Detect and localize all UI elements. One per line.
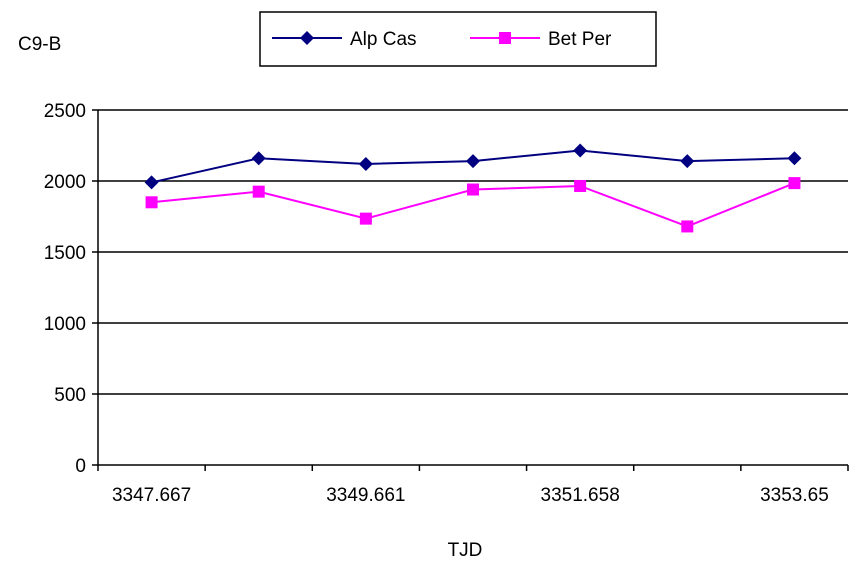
series-bet-per <box>145 177 801 233</box>
y-tick-label: 2000 <box>44 172 86 193</box>
legend-marker-bet-per <box>499 32 511 44</box>
y-tick-label: 2500 <box>44 101 86 122</box>
legend: Alp Cas Bet Per <box>259 11 657 67</box>
data-point-bet-per <box>681 220 694 233</box>
data-point-alp-cas <box>251 151 266 166</box>
data-point-bet-per <box>574 179 587 192</box>
data-point-bet-per <box>252 185 265 198</box>
x-tick-label: 3353.65 <box>760 485 829 506</box>
data-point-alp-cas <box>573 143 588 158</box>
y-tick-label: 1000 <box>44 314 86 335</box>
legend-label-bet-per: Bet Per <box>548 29 612 50</box>
chart-title: C9-B <box>18 34 61 55</box>
legend-label-alp-cas: Alp Cas <box>350 29 417 50</box>
legend-entry-bet-per: Bet Per <box>470 29 612 50</box>
series-alp-cas <box>144 143 802 190</box>
data-point-alp-cas <box>358 156 373 171</box>
x-tick-label: 3349.661 <box>326 485 405 506</box>
axes: 0 500 1000 1500 2000 2500 3347.667 3349.661 3351… <box>44 101 849 506</box>
data-point-alp-cas <box>144 175 159 190</box>
x-tick-label: 3347.667 <box>112 485 191 506</box>
data-point-bet-per <box>467 183 479 196</box>
x-tick-label: 3351.658 <box>541 485 620 506</box>
y-tick-label: 500 <box>54 385 86 406</box>
data-point-alp-cas <box>787 151 802 166</box>
gridlines <box>98 109 848 395</box>
data-point-alp-cas <box>680 154 695 169</box>
y-tick-label: 1500 <box>44 243 86 264</box>
data-point-bet-per <box>359 212 372 225</box>
data-point-alp-cas <box>466 154 480 169</box>
data-point-bet-per <box>788 177 801 190</box>
series <box>144 143 802 233</box>
legend-entry-alp-cas: Alp Cas <box>272 29 417 50</box>
x-axis-label: TJD <box>448 540 483 561</box>
data-point-bet-per <box>145 196 158 209</box>
legend-marker-alp-cas <box>300 31 314 45</box>
y-tick-label: 0 <box>75 456 86 477</box>
